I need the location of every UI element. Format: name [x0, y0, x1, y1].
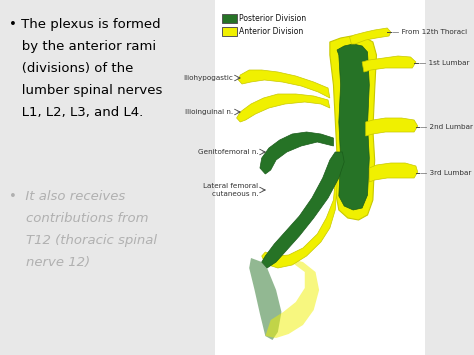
Bar	[222, 27, 237, 36]
Polygon shape	[262, 158, 337, 268]
Text: — 2nd Lumbar: — 2nd Lumbar	[420, 124, 474, 130]
Polygon shape	[260, 132, 333, 174]
Polygon shape	[366, 118, 418, 136]
Polygon shape	[350, 28, 391, 44]
Text: Lateral femoral
cutaneous n.: Lateral femoral cutaneous n.	[203, 184, 258, 197]
Text: contributions from: contributions from	[9, 212, 148, 225]
Text: Ilioinguinal n.: Ilioinguinal n.	[185, 109, 233, 115]
Polygon shape	[237, 94, 330, 122]
Text: — 1st Lumbar: — 1st Lumbar	[419, 60, 469, 66]
Bar	[222, 14, 237, 23]
Text: T12 (thoracic spinal: T12 (thoracic spinal	[9, 234, 157, 247]
Text: (divisions) of the: (divisions) of the	[9, 62, 133, 75]
Polygon shape	[262, 152, 344, 268]
Polygon shape	[362, 56, 416, 72]
Text: Iliohypogastic: Iliohypogastic	[183, 75, 233, 81]
Polygon shape	[238, 70, 330, 98]
Text: — 3rd Lumbar: — 3rd Lumbar	[420, 170, 472, 176]
Text: •  It also receives: • It also receives	[9, 190, 125, 203]
Text: L1, L2, L3, and L4.: L1, L2, L3, and L4.	[9, 106, 143, 119]
Text: lumber spinal nerves: lumber spinal nerves	[9, 84, 162, 97]
Text: Anterior Division: Anterior Division	[239, 27, 303, 36]
Polygon shape	[249, 258, 282, 340]
Polygon shape	[265, 258, 319, 338]
Text: Genitofemoral n.: Genitofemoral n.	[198, 149, 258, 155]
Text: • The plexus is formed: • The plexus is formed	[9, 18, 161, 31]
Polygon shape	[369, 163, 418, 182]
Polygon shape	[330, 36, 376, 220]
Bar	[215, 0, 425, 355]
Polygon shape	[337, 44, 369, 210]
Text: nerve 12): nerve 12)	[9, 256, 90, 269]
Text: Posterior Division: Posterior Division	[239, 14, 307, 23]
Text: — From 12th Thoraci: — From 12th Thoraci	[392, 29, 467, 35]
Text: by the anterior rami: by the anterior rami	[9, 40, 156, 53]
